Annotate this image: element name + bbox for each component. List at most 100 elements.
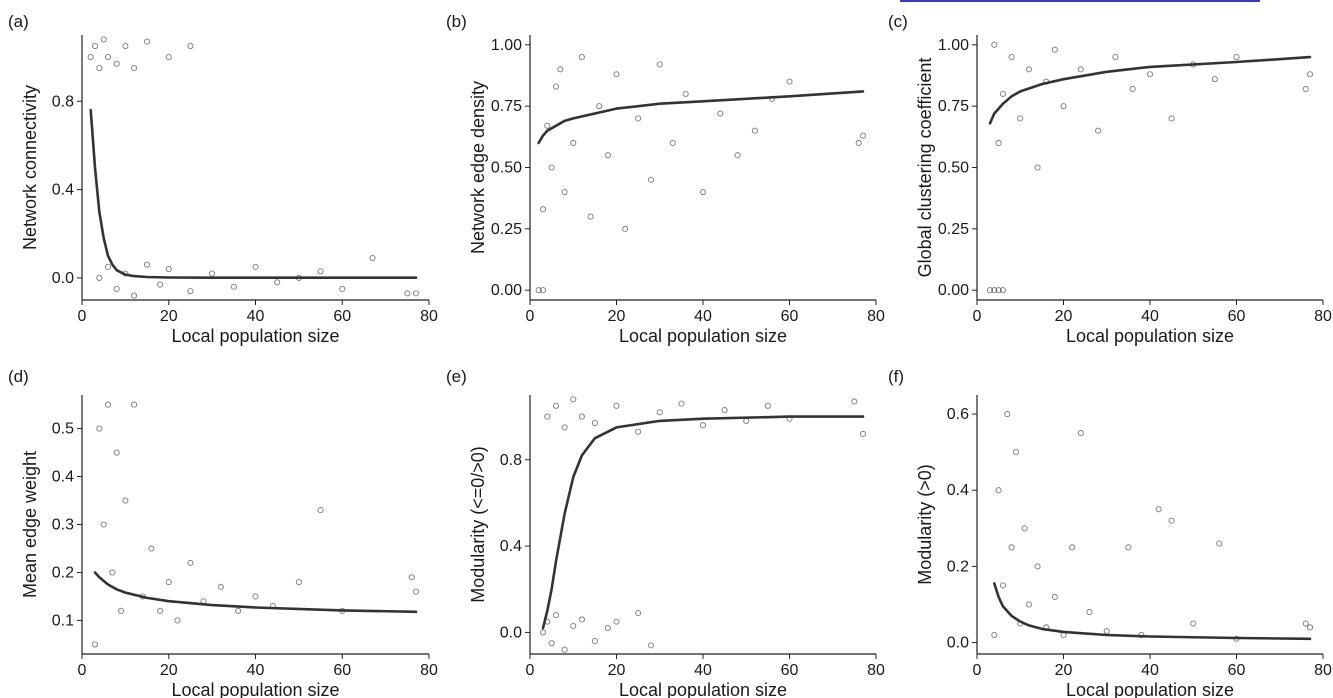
y-tick-label: 0.25 <box>491 221 522 238</box>
x-tick-label: 20 <box>608 662 626 679</box>
y-tick-label: 0.6 <box>947 406 969 423</box>
fit-curve <box>541 415 865 630</box>
data-point <box>999 287 1007 294</box>
data-point <box>613 618 620 625</box>
data-point <box>1025 66 1032 73</box>
data-point <box>991 287 998 294</box>
data-point <box>656 61 663 68</box>
data-point <box>165 54 172 61</box>
data-point <box>130 65 138 72</box>
x-tick-label: 80 <box>420 662 438 679</box>
data-point <box>591 420 598 427</box>
x-axis-label: Local population size <box>1066 326 1234 346</box>
x-tick-label: 40 <box>694 662 712 679</box>
data-point <box>1008 54 1015 61</box>
data-point <box>1112 54 1119 61</box>
data-point <box>682 90 689 97</box>
data-point <box>570 139 577 147</box>
y-tick-label: 0.0 <box>52 270 74 287</box>
y-axis-label: Network connectivity <box>20 85 40 250</box>
x-tick-label: 20 <box>1055 662 1073 679</box>
panel-e: (e) 0 20 40 60 80 0.0 0.4 0.8 Local population si… <box>446 367 885 698</box>
data-point <box>539 287 547 294</box>
data-point <box>412 588 420 595</box>
data-point <box>570 396 577 403</box>
data-point <box>678 400 685 407</box>
data-point <box>999 90 1007 97</box>
panel-b: (b) 0 20 40 60 80 0.00 0.25 0.50 0.75 1.00 Local po… <box>446 12 885 346</box>
data-point <box>699 422 707 429</box>
data-point <box>369 254 376 262</box>
data-point <box>578 413 585 420</box>
data-point <box>604 625 611 632</box>
data-point <box>578 616 585 623</box>
data-point <box>157 281 164 288</box>
y-tick-label: 0.2 <box>947 558 969 575</box>
data-point <box>587 213 594 220</box>
data-point <box>130 401 138 408</box>
data-point <box>717 110 724 117</box>
data-point <box>544 413 551 420</box>
data-point <box>1168 115 1175 122</box>
data-point <box>96 425 103 432</box>
panel-label: (b) <box>446 12 467 31</box>
data-point <box>548 164 555 171</box>
data-point <box>96 65 103 72</box>
data-point <box>1077 430 1084 437</box>
data-point <box>591 638 598 645</box>
y-tick-label: 0.00 <box>938 282 969 299</box>
x-axis-label: Local population size <box>619 680 787 698</box>
data-point <box>786 78 793 85</box>
data-point <box>1190 620 1197 627</box>
x-tick-label: 40 <box>247 662 265 679</box>
x-tick-label: 80 <box>1314 662 1332 679</box>
x-tick-label: 40 <box>247 308 265 325</box>
data-point <box>1012 449 1019 456</box>
data-point <box>100 36 107 43</box>
data-point <box>113 449 120 456</box>
data-point <box>1025 601 1032 608</box>
data-point <box>1017 115 1024 122</box>
data-point <box>1211 76 1218 83</box>
data-point <box>252 263 259 270</box>
data-point <box>570 622 577 629</box>
data-point <box>339 285 346 293</box>
y-tick-label: 0.50 <box>938 160 969 177</box>
data-point <box>635 115 642 122</box>
data-point <box>109 569 116 576</box>
x-tick-label: 80 <box>867 308 885 325</box>
data-point <box>622 225 629 232</box>
data-point <box>104 401 112 408</box>
x-axis-label: Local population size <box>171 326 339 346</box>
data-point <box>557 66 564 73</box>
y-tick-label: 0.4 <box>52 469 74 486</box>
data-point <box>561 424 568 431</box>
y-tick-label: 0.0 <box>947 635 969 652</box>
panel-label: (c) <box>888 12 908 31</box>
data-point <box>317 507 324 514</box>
data-point <box>995 487 1002 494</box>
data-point <box>539 629 547 636</box>
data-point <box>1129 85 1136 93</box>
data-point <box>721 407 728 414</box>
data-point <box>408 574 415 581</box>
fit-curve <box>537 90 865 145</box>
data-point <box>295 579 302 586</box>
data-point <box>1216 540 1223 547</box>
data-point <box>235 607 242 614</box>
data-point <box>117 607 125 614</box>
data-point <box>1004 410 1011 418</box>
data-point <box>104 263 112 270</box>
y-tick-label: 1.00 <box>491 37 522 54</box>
data-point <box>148 545 155 552</box>
data-point <box>91 42 99 50</box>
x-axis-label: Local population size <box>1066 680 1234 698</box>
data-point <box>187 559 194 566</box>
data-point <box>669 139 676 147</box>
data-point <box>578 54 585 61</box>
data-point <box>548 640 555 647</box>
data-point <box>851 398 858 405</box>
data-point <box>539 206 547 213</box>
x-axis-label: Local population size <box>171 680 339 698</box>
